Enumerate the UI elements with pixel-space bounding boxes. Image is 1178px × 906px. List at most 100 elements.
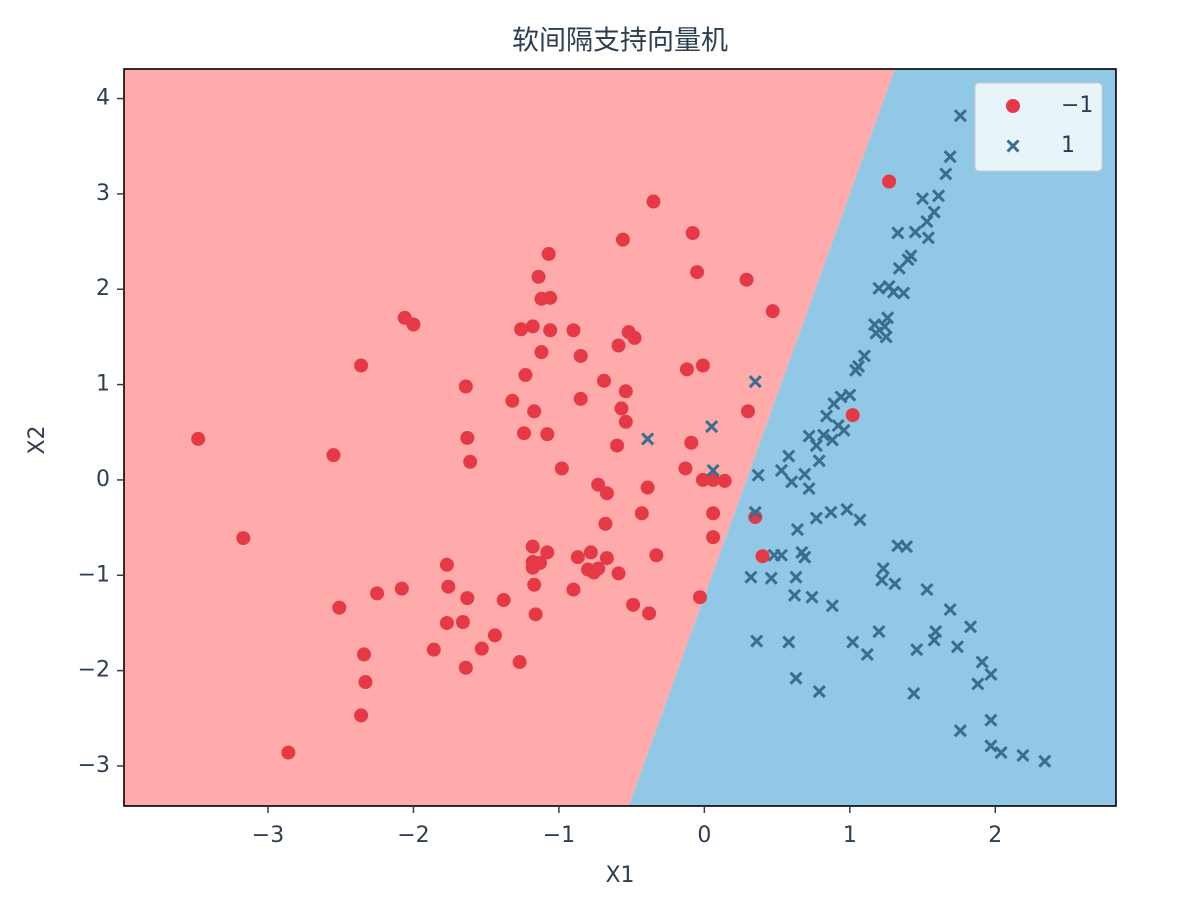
point (739, 272, 754, 287)
point (591, 477, 606, 492)
point (819, 409, 834, 423)
point (394, 581, 409, 596)
point (789, 671, 803, 685)
point (931, 189, 946, 203)
point (748, 505, 762, 519)
point (191, 431, 206, 446)
point (611, 566, 626, 581)
point (533, 555, 547, 570)
y-tick-label: 3 (96, 181, 110, 206)
point (939, 167, 953, 181)
point (512, 655, 527, 670)
point (597, 373, 611, 388)
point (774, 548, 789, 562)
point (845, 408, 860, 423)
plot-frame (123, 68, 1117, 807)
point (514, 322, 529, 337)
point (953, 724, 967, 738)
point (812, 685, 826, 699)
point (879, 330, 893, 344)
point (614, 401, 629, 416)
point (802, 481, 816, 496)
point (846, 635, 860, 649)
point (528, 607, 543, 622)
point (455, 614, 470, 629)
point (640, 480, 655, 495)
point (891, 226, 905, 240)
point (789, 570, 803, 584)
x-tick-label: 0 (697, 823, 711, 848)
point (474, 641, 489, 656)
point (798, 550, 812, 564)
point (370, 586, 385, 601)
point (929, 624, 943, 639)
point (750, 634, 764, 648)
point (706, 530, 721, 545)
point (975, 655, 989, 669)
region-positive (628, 69, 1116, 806)
y-tick-label: 1 (96, 372, 110, 397)
point (798, 467, 812, 481)
point (1016, 748, 1030, 763)
point (354, 358, 369, 373)
y-tick-label: 2 (96, 276, 110, 301)
point (463, 454, 478, 469)
point (531, 269, 546, 284)
point (540, 427, 555, 442)
point (627, 330, 642, 345)
point (706, 506, 721, 521)
point (554, 461, 569, 476)
point (782, 449, 796, 463)
point (618, 384, 633, 399)
point (881, 311, 895, 325)
x-tick-label: 2 (988, 823, 1002, 848)
y-axis-label: X2 (25, 425, 50, 454)
point (598, 516, 613, 531)
point (782, 635, 796, 649)
point (518, 368, 533, 383)
point (744, 570, 758, 584)
point (817, 428, 831, 442)
point (517, 426, 531, 441)
x-tick-label: 1 (843, 823, 857, 848)
point (984, 713, 998, 727)
point (573, 348, 588, 363)
point (439, 557, 454, 572)
point (695, 472, 710, 487)
point (812, 454, 826, 468)
point (706, 463, 720, 477)
point (802, 429, 816, 443)
point (787, 588, 802, 602)
point (872, 281, 886, 295)
point (684, 435, 699, 450)
point (809, 511, 823, 525)
legend-marker (1006, 139, 1020, 153)
point (406, 317, 421, 332)
legend-label: 1 (1061, 133, 1075, 158)
point (908, 225, 922, 239)
point (984, 739, 998, 753)
point (888, 577, 902, 591)
point (458, 660, 473, 675)
point (943, 603, 957, 617)
point (460, 430, 475, 445)
point (878, 319, 892, 333)
point (611, 338, 626, 353)
y-tick-label: −2 (78, 658, 110, 683)
axes: −3 −2 −1 0 1 2 −3 −2 −1 0 1 2 3 4 −1 1 (78, 68, 1117, 848)
point (910, 643, 924, 657)
point (441, 579, 456, 594)
point (599, 551, 614, 566)
point (790, 522, 805, 537)
marks (191, 109, 1052, 768)
point (785, 475, 799, 489)
point (751, 468, 765, 482)
point (843, 388, 857, 402)
point (825, 433, 839, 447)
regions (124, 69, 1116, 806)
point (886, 285, 901, 299)
point (851, 359, 866, 374)
x-tick-label: −2 (397, 823, 429, 848)
point (543, 290, 558, 305)
point (649, 548, 664, 563)
